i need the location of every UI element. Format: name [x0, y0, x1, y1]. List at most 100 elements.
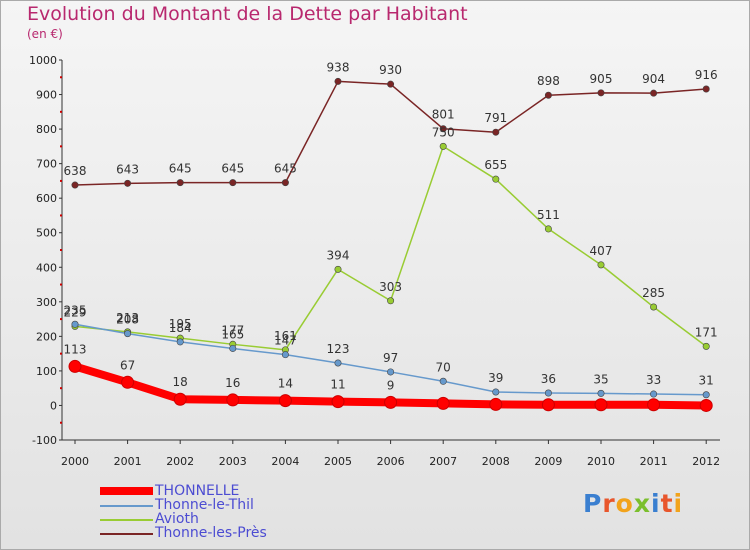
proxiti-logo: Proxiti: [583, 489, 683, 518]
data-point: [699, 398, 713, 412]
y-tick-label: 200: [36, 330, 57, 343]
legend-label-avioth: Avioth: [155, 511, 199, 527]
x-tick-label: 2007: [429, 455, 457, 468]
data-label: 18: [173, 375, 188, 389]
logo-letter: x: [633, 489, 651, 518]
data-label: 645: [169, 162, 192, 176]
x-tick-label: 2003: [219, 455, 247, 468]
data-point: [334, 265, 342, 273]
y-minor-tick: [60, 110, 62, 113]
x-tick-label: 2011: [640, 455, 668, 468]
y-minor-tick: [60, 76, 62, 79]
y-tick-label: 100: [36, 365, 57, 378]
data-label: 750: [432, 125, 455, 139]
y-minor-tick: [60, 283, 62, 286]
data-label: 195: [169, 317, 192, 331]
data-label: 16: [225, 376, 240, 390]
data-point: [594, 398, 608, 412]
data-point: [278, 394, 292, 408]
y-tick-label: 800: [36, 123, 57, 136]
y-minor-tick: [60, 249, 62, 251]
data-point: [176, 338, 184, 346]
data-point: [702, 342, 710, 350]
data-label: 303: [379, 280, 402, 294]
y-tick-label: 0: [50, 399, 57, 412]
data-point: [229, 179, 237, 187]
data-label: 916: [695, 68, 718, 82]
logo-letter: i: [651, 489, 661, 518]
legend-swatch-thonne-le-thil: [100, 505, 153, 507]
data-point: [387, 80, 395, 88]
data-point: [331, 395, 345, 409]
data-label: 11: [330, 378, 345, 392]
data-point: [439, 377, 447, 385]
data-label: 39: [488, 371, 503, 385]
data-point: [597, 89, 605, 97]
logo-letter: t: [660, 489, 674, 518]
data-point: [492, 175, 500, 183]
y-tick-label: 300: [36, 296, 57, 309]
y-minor-tick: [60, 145, 62, 148]
legend-label-thonne-le-thil: Thonne-le-Thil: [155, 497, 254, 513]
data-label: 177: [221, 323, 244, 337]
data-label: 67: [120, 358, 135, 372]
data-point: [650, 390, 658, 398]
legend-swatch-avioth: [100, 519, 153, 521]
logo-letter: i: [673, 489, 684, 518]
data-point: [436, 396, 450, 410]
data-point: [492, 128, 500, 136]
x-tick-label: 2001: [114, 455, 142, 468]
data-label: 394: [327, 248, 350, 262]
x-tick-label: 2012: [692, 455, 720, 468]
data-point: [439, 142, 447, 150]
data-point: [492, 388, 500, 396]
data-point: [176, 179, 184, 187]
data-label: 113: [64, 342, 87, 356]
data-label: 14: [278, 377, 293, 391]
data-point: [647, 398, 661, 412]
logo-letter: o: [615, 489, 634, 518]
legend-label-thonnelle: THONNELLE: [155, 483, 240, 499]
data-label: 33: [646, 373, 661, 387]
data-point: [387, 297, 395, 305]
data-label: 638: [64, 164, 87, 178]
data-label: 165: [221, 327, 244, 341]
y-tick-label: -100: [32, 434, 57, 447]
data-point: [121, 375, 135, 389]
data-label: 147: [274, 334, 297, 348]
data-point: [384, 395, 398, 409]
data-point: [544, 91, 552, 99]
data-label: 31: [699, 374, 714, 388]
data-point: [124, 179, 132, 187]
y-minor-tick: [60, 352, 62, 355]
y-minor-tick: [60, 318, 62, 321]
data-point: [541, 398, 555, 412]
legend-swatch-thonnelle: [100, 487, 153, 495]
data-label: 898: [537, 74, 560, 88]
data-label: 171: [695, 325, 718, 339]
data-point: [702, 85, 710, 93]
data-label: 123: [327, 342, 350, 356]
data-label: 407: [590, 244, 613, 258]
data-point: [597, 389, 605, 397]
data-point: [650, 89, 658, 97]
data-label: 97: [383, 351, 398, 365]
data-point: [597, 261, 605, 269]
data-label: 229: [64, 305, 87, 319]
x-tick-label: 2002: [166, 455, 194, 468]
data-point: [173, 392, 187, 406]
y-tick-label: 400: [36, 261, 57, 274]
legend-swatch-thonne-les-pres: [100, 533, 153, 535]
data-label: 791: [484, 111, 507, 125]
data-label: 235: [64, 303, 87, 317]
data-point: [544, 225, 552, 233]
data-point: [124, 330, 132, 338]
data-point: [229, 344, 237, 352]
y-minor-tick: [60, 387, 62, 390]
x-tick-label: 2010: [587, 455, 615, 468]
data-label: 35: [593, 372, 608, 386]
chart-unit: (en €): [27, 27, 63, 41]
data-label: 655: [484, 158, 507, 172]
